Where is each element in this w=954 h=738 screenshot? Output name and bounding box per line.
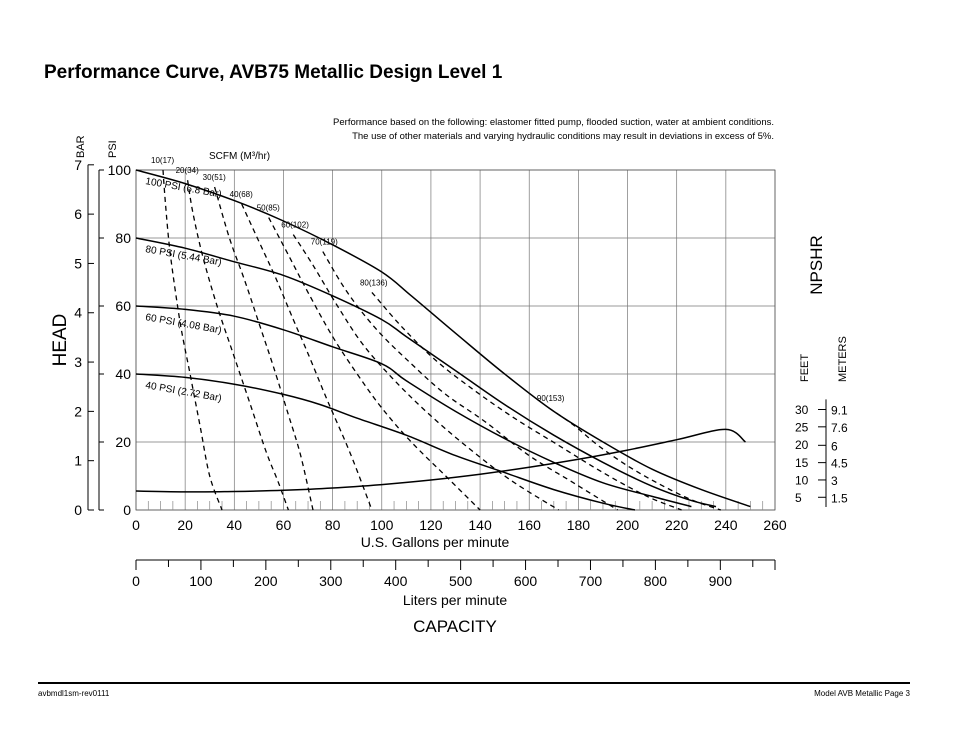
x-tick-label: 180 xyxy=(567,517,591,533)
pressure-curve xyxy=(135,305,692,508)
npshr-feet-label: FEET xyxy=(799,354,811,382)
bar-tick-label: 5 xyxy=(74,255,82,271)
x-axis-label: U.S. Gallons per minute xyxy=(361,534,510,550)
pressure-curve xyxy=(135,237,717,508)
footer-page: Model AVB Metallic Page 3 xyxy=(814,689,910,698)
bar-tick-label: 0 xyxy=(74,502,82,518)
x-tick-label: 100 xyxy=(370,517,394,533)
npshr-meters-label: METERS xyxy=(837,336,849,382)
pressure-curve-label: 60 PSI (4.08 Bar) xyxy=(144,312,222,336)
x-tick-label: 220 xyxy=(665,517,689,533)
psi-tick-label: 60 xyxy=(115,298,131,314)
lpm-tick-label: 600 xyxy=(514,573,538,589)
x-tick-label: 160 xyxy=(518,517,542,533)
npshr-label: NPSHR xyxy=(807,235,826,295)
page-title: Performance Curve, AVB75 Metallic Design… xyxy=(44,62,503,83)
chart-grid xyxy=(135,169,776,511)
bar-tick-label: 6 xyxy=(74,206,82,222)
air-curve-label: 10(17) xyxy=(151,156,174,165)
npshr-meter-tick-label: 9.1 xyxy=(831,404,848,418)
air-curve-label: 30(51) xyxy=(203,173,226,182)
x-tick-label: 200 xyxy=(616,517,640,533)
bar-tick-label: 3 xyxy=(74,354,82,370)
lpm-tick-label: 200 xyxy=(254,573,278,589)
lpm-tick-label: 0 xyxy=(132,573,140,589)
capacity-label: CAPACITY xyxy=(413,617,497,636)
npshr-meter-tick-label: 1.5 xyxy=(831,491,848,505)
psi-tick-label: 40 xyxy=(115,366,131,382)
air-curve xyxy=(548,407,722,511)
air-curve-label: 80(136) xyxy=(360,278,388,287)
lpm-tick-label: 800 xyxy=(644,573,668,589)
lpm-tick-label: 700 xyxy=(579,573,603,589)
x-tick-label: 80 xyxy=(325,517,341,533)
note-line-2: The use of other materials and varying h… xyxy=(352,131,774,142)
air-curve xyxy=(371,291,682,511)
air-curve-label: 20(34) xyxy=(176,166,199,175)
pressure-curve xyxy=(135,373,636,511)
lpm-axis-label: Liters per minute xyxy=(403,592,507,608)
pressure-curve xyxy=(135,169,751,508)
x-tick-label: 20 xyxy=(177,517,193,533)
x-tick-label: 240 xyxy=(714,517,738,533)
bar-tick-label: 4 xyxy=(74,305,82,321)
chart-ticks: 0 20 40 60 80 100 120 140 160 180 200 220 240 2600204… xyxy=(74,157,848,589)
npshr-feet-tick-label: 20 xyxy=(795,438,809,452)
scfm-label: SCFM (M³/hr) xyxy=(209,151,270,162)
bar-axis-label: BAR xyxy=(75,135,87,158)
air-curve xyxy=(162,169,223,511)
air-curve xyxy=(213,186,314,511)
npshr-feet-tick-label: 5 xyxy=(795,491,802,505)
chart-curves xyxy=(135,169,751,511)
lpm-tick-label: 900 xyxy=(709,573,733,589)
psi-tick-label: 100 xyxy=(108,162,132,178)
air-curve-label: 60(102) xyxy=(281,221,309,230)
bar-tick-label: 7 xyxy=(74,157,82,173)
lpm-tick-label: 100 xyxy=(189,573,213,589)
air-curve-label: 50(85) xyxy=(257,204,280,213)
head-label: HEAD xyxy=(50,314,71,367)
npshr-meter-tick-label: 3 xyxy=(831,474,838,488)
air-curve xyxy=(292,234,560,511)
npshr-feet-tick-label: 30 xyxy=(795,403,809,417)
air-curve xyxy=(268,217,481,511)
npshr-meter-tick-label: 6 xyxy=(831,439,838,453)
lpm-tick-label: 400 xyxy=(384,573,408,589)
npshr-curve xyxy=(135,428,746,493)
performance-note: Performance based on the following: elas… xyxy=(333,116,774,144)
npshr-feet-tick-label: 10 xyxy=(795,473,809,487)
air-curve xyxy=(186,180,290,511)
psi-tick-label: 0 xyxy=(123,502,131,518)
air-curve xyxy=(241,203,373,511)
footer-doc-id: avbmdl1sm-rev0111 xyxy=(38,689,110,698)
npshr-feet-tick-label: 25 xyxy=(795,421,809,435)
lpm-tick-label: 300 xyxy=(319,573,343,589)
psi-tick-label: 80 xyxy=(115,230,131,246)
air-curve xyxy=(322,251,619,511)
lpm-tick-label: 500 xyxy=(449,573,473,589)
plot-frame xyxy=(135,169,776,511)
bar-tick-label: 1 xyxy=(74,453,82,469)
x-tick-label: 140 xyxy=(468,517,492,533)
air-curve-label: 40(68) xyxy=(230,190,253,199)
x-tick-label: 260 xyxy=(763,517,787,533)
bar-tick-label: 2 xyxy=(74,403,82,419)
pressure-curve-label: 40 PSI (2.72 Bar) xyxy=(144,380,222,404)
psi-axis-label: PSI xyxy=(107,140,119,158)
air-curve-label: 70(119) xyxy=(311,238,338,247)
npshr-meter-tick-label: 7.6 xyxy=(831,421,848,435)
npshr-feet-tick-label: 15 xyxy=(795,456,809,470)
x-tick-label: 60 xyxy=(276,517,292,533)
x-tick-label: 40 xyxy=(227,517,243,533)
psi-tick-label: 20 xyxy=(115,434,131,450)
note-line-1: Performance based on the following: elas… xyxy=(333,117,774,128)
footer-rule xyxy=(38,682,910,684)
npshr-meter-tick-label: 4.5 xyxy=(831,457,848,471)
x-tick-label: 0 xyxy=(132,517,140,533)
air-curve-label: 90(153) xyxy=(537,394,565,403)
chart-labels: U.S. Gallons per minute PSI BAR HEAD Liters … xyxy=(50,135,849,636)
x-tick-label: 120 xyxy=(419,517,443,533)
